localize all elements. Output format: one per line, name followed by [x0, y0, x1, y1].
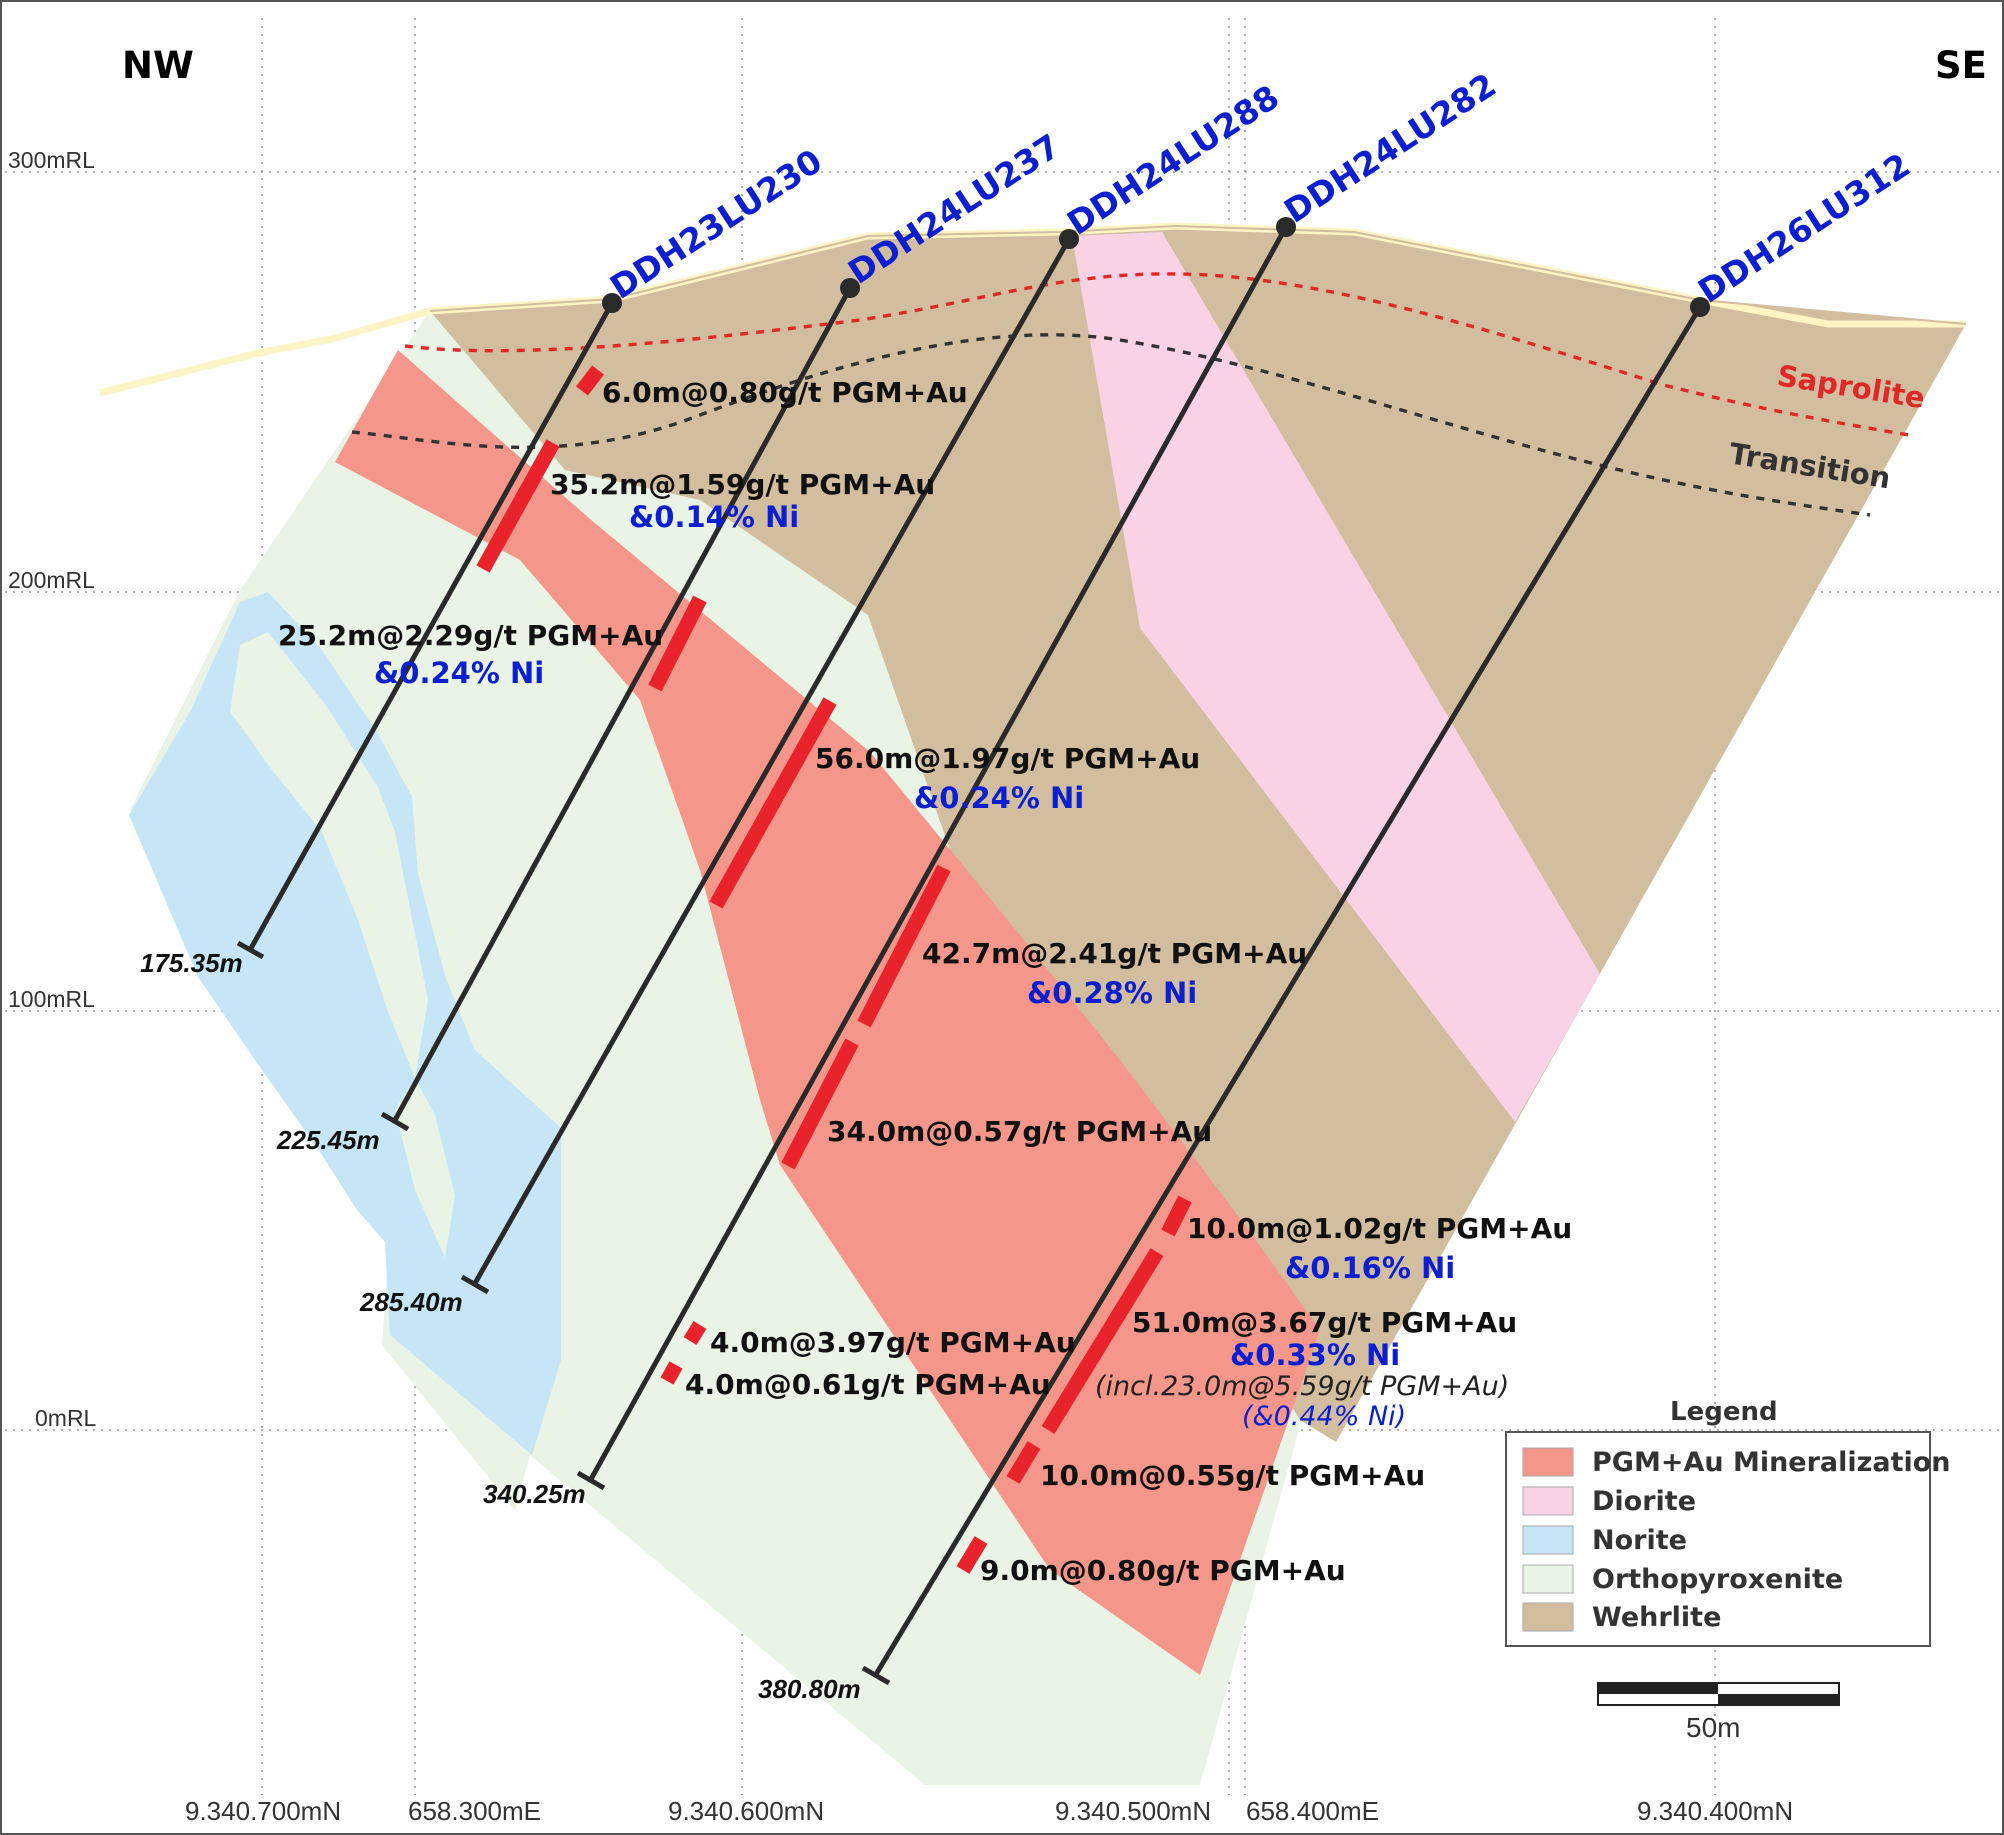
trace-ddh24lu282 — [587, 225, 1289, 1483]
trace-ddh23lu230 — [247, 301, 615, 952]
legend-title: Legend — [1670, 1397, 1778, 1427]
legend-label-norite: Norite — [1592, 1525, 1687, 1556]
scale-bar-label: 50m — [1686, 1712, 1740, 1743]
legend-swatch-pgm-au — [1522, 1447, 1574, 1477]
intercept-label-1: 6.0m@0.80g/t PGM+Au — [602, 376, 968, 409]
end-depth-ddh23lu230: 175.35m — [140, 948, 243, 978]
segment-56.0m — [709, 697, 837, 909]
intercept-ni-5: &0.28% Ni — [1027, 976, 1197, 1010]
segment-25.2m — [648, 595, 707, 692]
transition-boundary — [351, 333, 1871, 517]
segment-51.0m — [1041, 1248, 1164, 1434]
segment-10.0m-lower — [1006, 1441, 1041, 1484]
segment-6.0m — [576, 365, 604, 396]
legend-label-pgm-au: PGM+Au Mineralization — [1592, 1447, 1951, 1478]
coord-label-9340400mn: 9.340.400mN — [1637, 1796, 1793, 1826]
collars — [602, 217, 1710, 317]
direction-se: SE — [1935, 44, 1987, 87]
intercept-incl-8: (incl.23.0m@5.59g/t PGM+Au) — [1095, 1371, 1509, 1402]
end-tick-ddh24lu282 — [576, 1470, 606, 1491]
intercept-ni-7: &0.16% Ni — [1285, 1251, 1455, 1285]
intercept-incl-ni-8: (&0.44% Ni) — [1242, 1401, 1406, 1432]
intercept-label-8: 51.0m@3.67g/t PGM+Au — [1132, 1306, 1517, 1339]
intercept-ni-4: &0.24% Ni — [914, 781, 1084, 815]
saprolite-boundary — [404, 272, 1916, 438]
legend-label-diorite: Diorite — [1592, 1486, 1696, 1517]
intercept-label-11: 10.0m@0.55g/t PGM+Au — [1040, 1459, 1425, 1492]
segment-42.7m — [857, 864, 951, 1028]
coord-label-9340700mn: 9.340.700mN — [185, 1796, 341, 1826]
end-tick-ddh23lu230 — [236, 940, 265, 960]
collar-ddh26lu312 — [1690, 297, 1710, 317]
end-depth-ddh24lu237: 225.45m — [276, 1125, 380, 1155]
intercept-ni-8: &0.33% Ni — [1230, 1338, 1400, 1372]
orthopyroxenite-bands — [230, 632, 455, 1258]
intercept-label-6: 34.0m@0.57g/t PGM+Au — [827, 1115, 1212, 1148]
intercept-label-3: 25.2m@2.29g/t PGM+Au — [278, 619, 663, 652]
wehrlite-unit — [430, 226, 1966, 1442]
segment-4.0m-a — [683, 1321, 707, 1345]
topography-surface — [429, 224, 1967, 325]
rl-label-200: 200mRL — [8, 567, 95, 593]
trace-ddh24lu237 — [391, 286, 853, 1124]
rl-label-0: 0mRL — [35, 1405, 97, 1431]
intercept-label-9: 4.0m@3.97g/t PGM+Au — [710, 1326, 1076, 1359]
legend: Legend PGM+Au Mineralization Diorite Nor… — [1505, 1397, 1951, 1647]
intercept-label-4: 56.0m@1.97g/t PGM+Au — [815, 742, 1200, 775]
legend-label-wehrlite: Wehrlite — [1592, 1602, 1721, 1633]
end-depth-ddh24lu288: 285.40m — [359, 1287, 463, 1317]
rl-label-300: 300mRL — [8, 147, 95, 173]
segment-10.0m-upper — [1161, 1195, 1192, 1237]
end-tick-ddh26lu312 — [861, 1665, 891, 1686]
legend-swatch-wehrlite — [1522, 1602, 1574, 1632]
intercept-label-2: 35.2m@1.59g/t PGM+Au — [550, 468, 935, 501]
intercept-label-10: 4.0m@0.61g/t PGM+Au — [685, 1368, 1051, 1401]
segment-35.2m — [476, 439, 560, 573]
rl-label-100: 100mRL — [8, 986, 95, 1012]
trace-ddh26lu312 — [872, 305, 1703, 1678]
collar-ddh23lu230 — [602, 293, 622, 313]
intercept-ni-2: &0.14% Ni — [629, 500, 799, 534]
collar-ddh24lu237 — [840, 278, 860, 298]
coord-label-658400me: 658.400mE — [1246, 1796, 1379, 1826]
segment-9.0m — [956, 1536, 988, 1574]
legend-swatch-orthopyroxenite — [1522, 1564, 1574, 1594]
legend-label-orthopyroxenite: Orthopyroxenite — [1592, 1564, 1843, 1595]
trace-ddh24lu288 — [471, 237, 1072, 1287]
intercept-label-5: 42.7m@2.41g/t PGM+Au — [922, 937, 1307, 970]
diorite-unit — [1072, 232, 1600, 1122]
drill-hole-traces — [247, 225, 1703, 1678]
segment-4.0m-b — [660, 1361, 683, 1385]
scale-bar: 50m — [1597, 1682, 1840, 1743]
end-depth-ddh24lu282: 340.25m — [483, 1479, 586, 1509]
intercept-label-7: 10.0m@1.02g/t PGM+Au — [1187, 1212, 1572, 1245]
segment-34.0m — [781, 1038, 859, 1170]
coord-label-658300me: 658.300mE — [408, 1796, 541, 1826]
intercept-label-12: 9.0m@0.80g/t PGM+Au — [980, 1554, 1346, 1587]
end-tick-ddh24lu237 — [380, 1111, 410, 1132]
intercept-segments — [476, 365, 1192, 1574]
legend-box — [1505, 1431, 1931, 1647]
intercept-ni-3: &0.24% Ni — [374, 656, 544, 690]
end-depth-ddh26lu312: 380.80m — [758, 1674, 861, 1704]
hole-end-ticks — [236, 940, 891, 1686]
coord-label-9340600mn: 9.340.600mN — [668, 1796, 824, 1826]
coord-label-9340500mn: 9.340.500mN — [1055, 1796, 1211, 1826]
direction-nw: NW — [122, 44, 194, 87]
norite-unit — [129, 592, 561, 1455]
collar-ddh24lu288 — [1059, 229, 1079, 249]
end-tick-ddh24lu288 — [460, 1274, 490, 1295]
collar-ddh24lu282 — [1276, 217, 1296, 237]
legend-swatch-diorite — [1522, 1486, 1574, 1516]
legend-swatch-norite — [1522, 1525, 1574, 1555]
